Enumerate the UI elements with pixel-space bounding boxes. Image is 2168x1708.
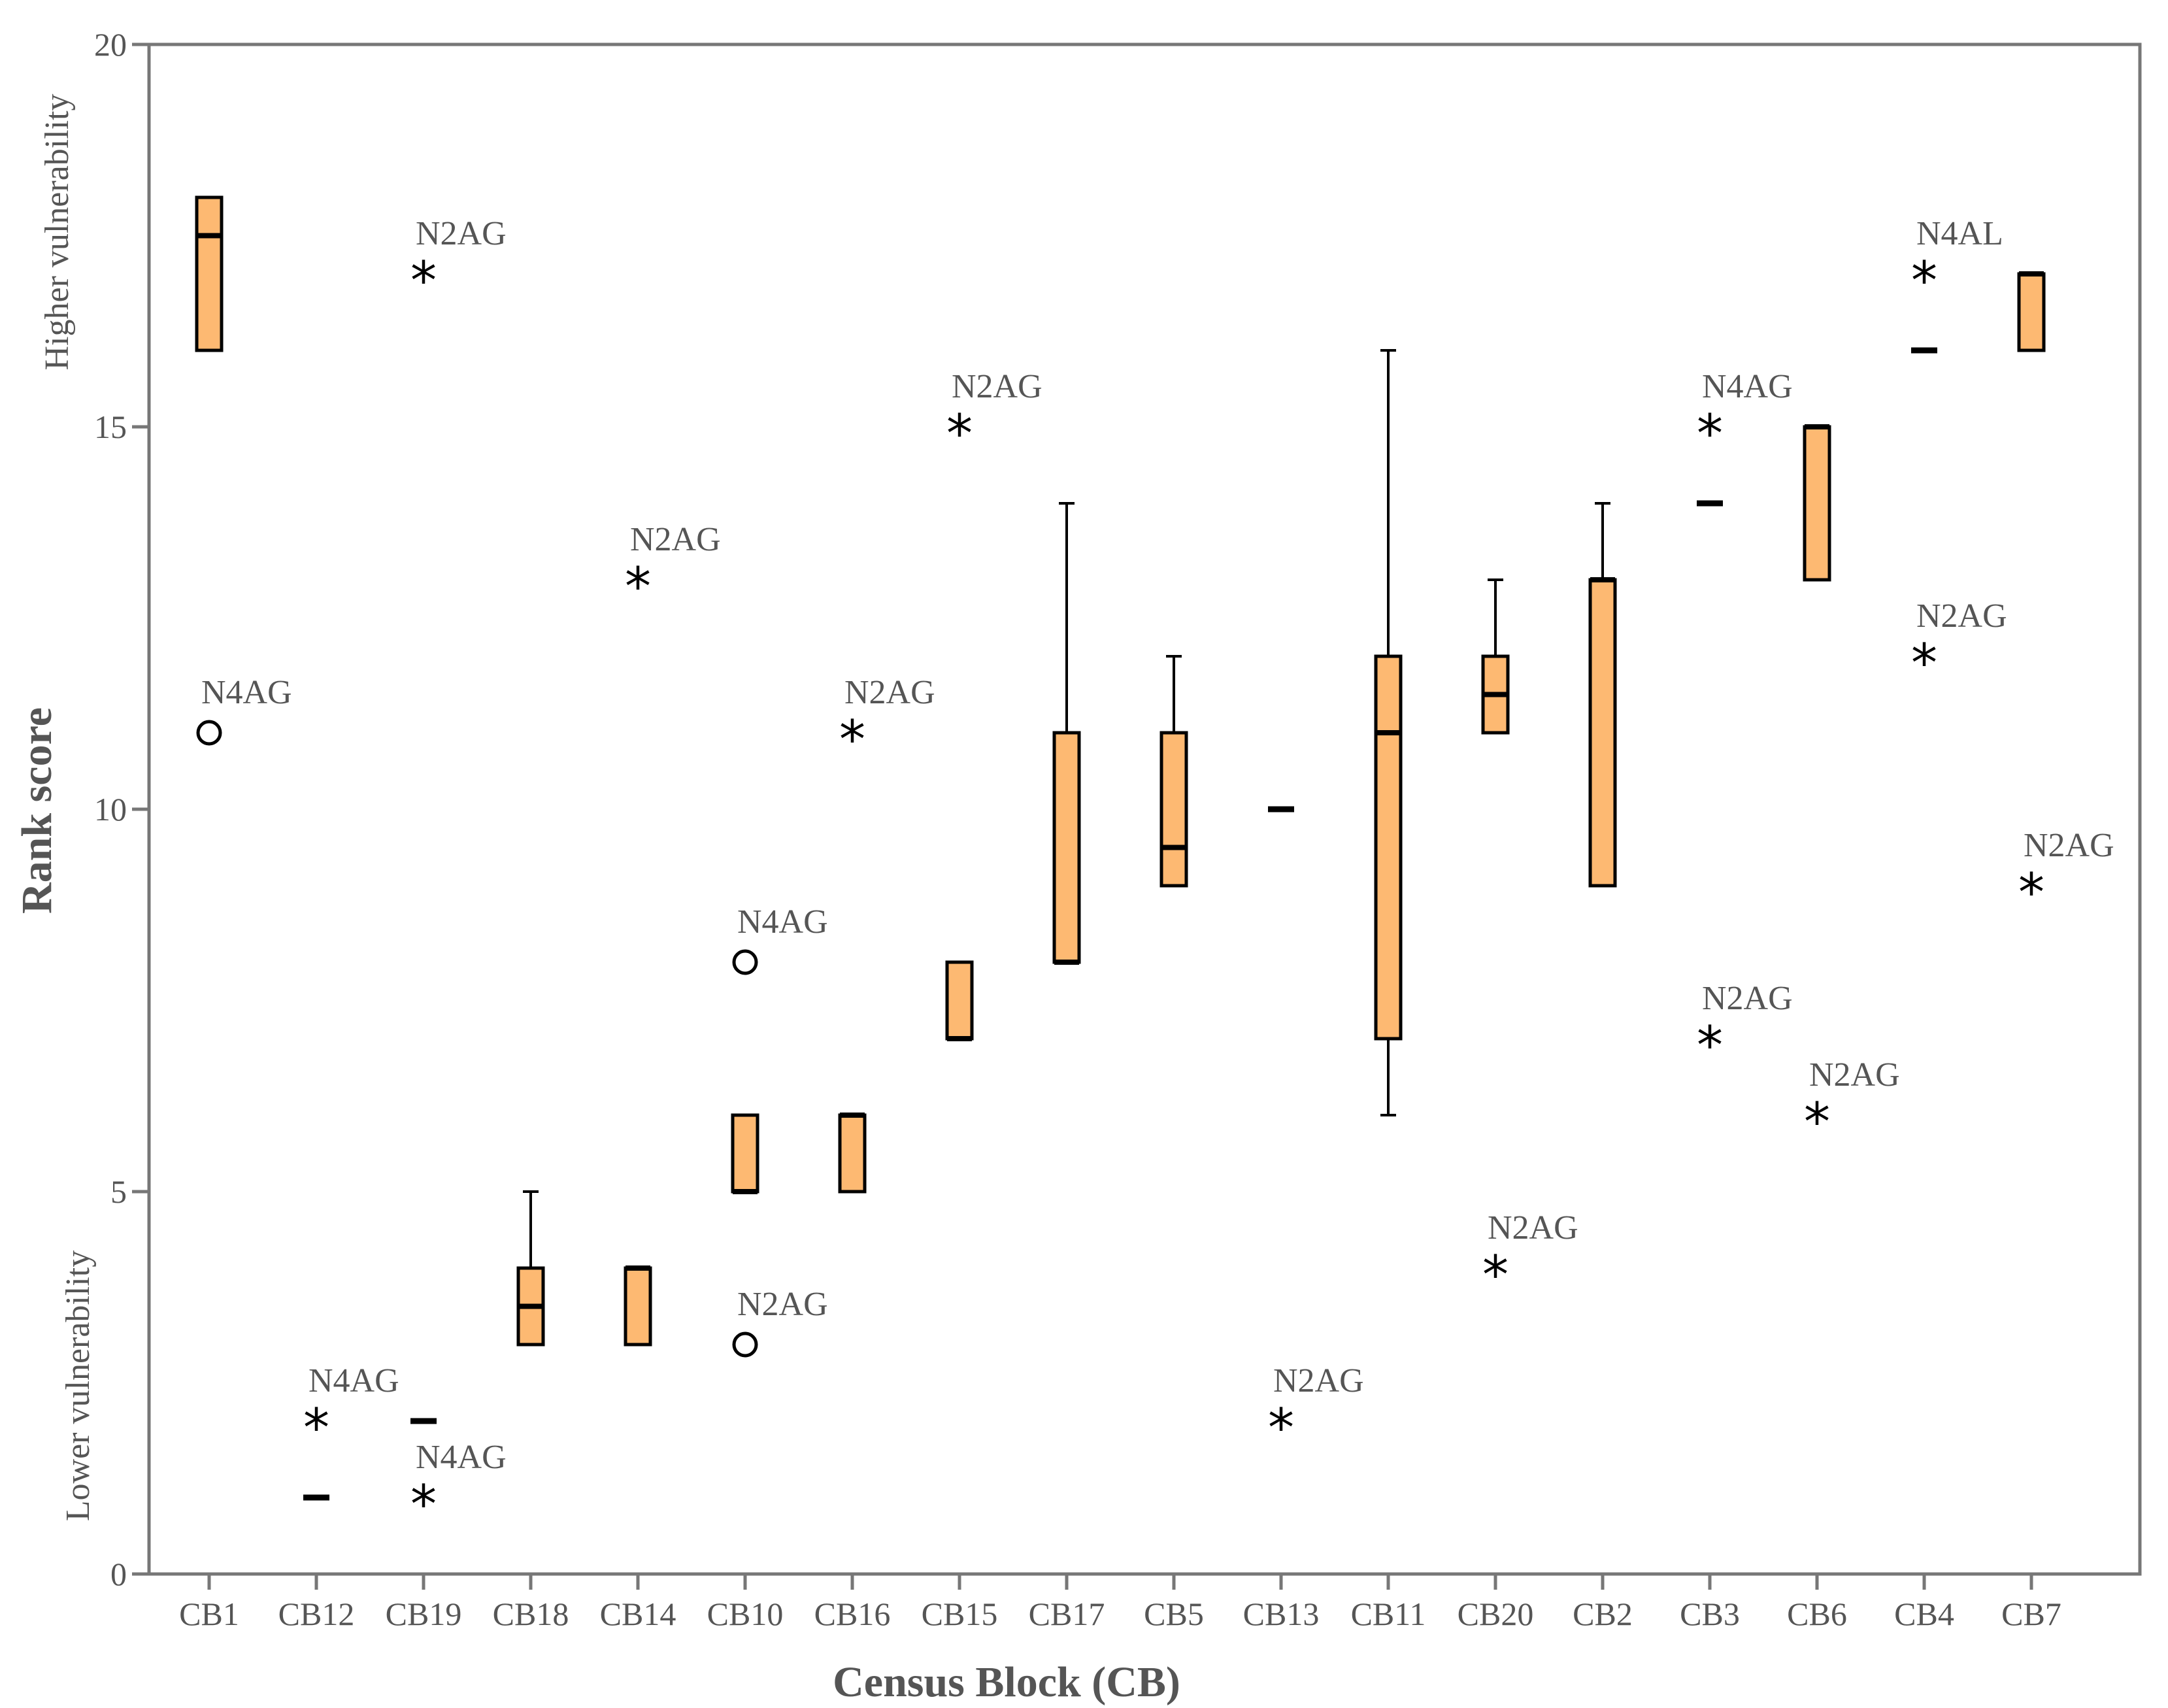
box xyxy=(945,960,974,1041)
outlier-star: * xyxy=(303,1398,329,1458)
outlier-label: N2AG xyxy=(1809,1056,1900,1094)
y-tick-label: 15 xyxy=(94,409,127,445)
y-tick-label: 0 xyxy=(110,1556,127,1592)
outlier-star: * xyxy=(410,1474,437,1535)
x-tick-label: CB20 xyxy=(1458,1596,1534,1632)
box xyxy=(731,1113,759,1194)
x-tick-label: CB1 xyxy=(179,1596,239,1632)
outlier-star: * xyxy=(1697,1015,1723,1076)
outlier-label: N2AG xyxy=(416,215,507,252)
outliers-layer: N4AG*N4AG*N2AG*N4AG*N2AGN4AGN2AG*N2AG*N2… xyxy=(196,215,2114,1535)
plot-frame xyxy=(147,42,2142,1576)
box xyxy=(195,195,224,352)
box xyxy=(1052,731,1081,964)
outlier-label: N2AG xyxy=(2024,827,2114,864)
box xyxy=(1803,425,1831,582)
outlier-star: * xyxy=(1697,403,1723,464)
x-tick-label: CB18 xyxy=(493,1596,569,1632)
box xyxy=(1159,731,1188,888)
outlier-label: N4AG xyxy=(416,1439,507,1476)
box xyxy=(624,1266,652,1347)
box xyxy=(838,1113,867,1194)
outlier-label: N2AG xyxy=(952,368,1042,405)
y-tick-label: 10 xyxy=(94,791,127,828)
box xyxy=(1374,654,1403,1041)
x-tick-label: CB15 xyxy=(922,1596,998,1632)
box xyxy=(1588,578,1617,888)
outlier-star: * xyxy=(1482,1245,1509,1305)
x-tick-label: CB6 xyxy=(1787,1596,1847,1632)
outlier-label: N2AG xyxy=(1702,980,1793,1017)
x-tick-label: CB19 xyxy=(386,1596,462,1632)
x-tick-label: CB3 xyxy=(1680,1596,1740,1632)
outlier-circle xyxy=(732,949,758,975)
x-tick-label: CB12 xyxy=(278,1596,355,1632)
outlier-circle xyxy=(196,720,222,746)
x-tick-label: CB7 xyxy=(2001,1596,2061,1632)
x-tick-label: CB17 xyxy=(1029,1596,1105,1632)
outlier-label: N4AL xyxy=(1916,215,2003,252)
x-tick-label: CB5 xyxy=(1144,1596,1204,1632)
outlier-label: N4AG xyxy=(1702,368,1793,405)
outlier-label: N2AG xyxy=(630,521,721,558)
outlier-star: * xyxy=(1804,1092,1830,1152)
outlier-star: * xyxy=(946,403,973,464)
y-axis: 0 5 10 15 20 xyxy=(94,26,149,1592)
outlier-label: N2AG xyxy=(844,674,935,711)
outlier-star: * xyxy=(2018,862,2044,923)
y-axis-title: Rank score xyxy=(13,707,61,914)
outlier-label: N4AG xyxy=(201,674,292,711)
boxes-layer xyxy=(195,195,2046,1501)
outlier-label: N2AG xyxy=(1916,597,2007,635)
y-tick-label: 20 xyxy=(94,26,127,63)
x-tick-label: CB11 xyxy=(1351,1596,1426,1632)
outlier-circle xyxy=(732,1331,758,1358)
outlier-star: * xyxy=(1911,250,1937,311)
outlier-star: * xyxy=(839,709,865,770)
outlier-label: N4AG xyxy=(737,903,828,941)
outlier-star: * xyxy=(625,556,651,617)
lower-vulnerability-label: Lower vulnerability xyxy=(59,1250,97,1521)
x-tick-label: CB2 xyxy=(1573,1596,1633,1632)
x-tick-label: CB16 xyxy=(814,1596,891,1632)
x-tick-label: CB10 xyxy=(707,1596,784,1632)
outlier-label: N4AG xyxy=(309,1362,399,1399)
outlier-label: N2AG xyxy=(1488,1209,1578,1247)
higher-vulnerability-label: Higher vulnerability xyxy=(39,93,76,370)
y-tick-label: 5 xyxy=(110,1173,127,1210)
outlier-star: * xyxy=(1911,633,1937,694)
x-tick-label: CB14 xyxy=(600,1596,676,1632)
outlier-star: * xyxy=(410,250,437,311)
box xyxy=(2017,272,2046,352)
x-axis-title: Census Block (CB) xyxy=(833,1658,1180,1706)
outlier-label: N2AG xyxy=(737,1286,828,1323)
x-tick-label: CB4 xyxy=(1894,1596,1954,1632)
outlier-label: N2AG xyxy=(1273,1362,1364,1399)
x-axis: CB1 CB12 CB19 CB18 CB14 CB10 CB16 CB15 CB17 CB5 CB… xyxy=(179,1574,2061,1632)
x-tick-label: CB13 xyxy=(1243,1596,1320,1632)
outlier-star: * xyxy=(1268,1398,1294,1458)
